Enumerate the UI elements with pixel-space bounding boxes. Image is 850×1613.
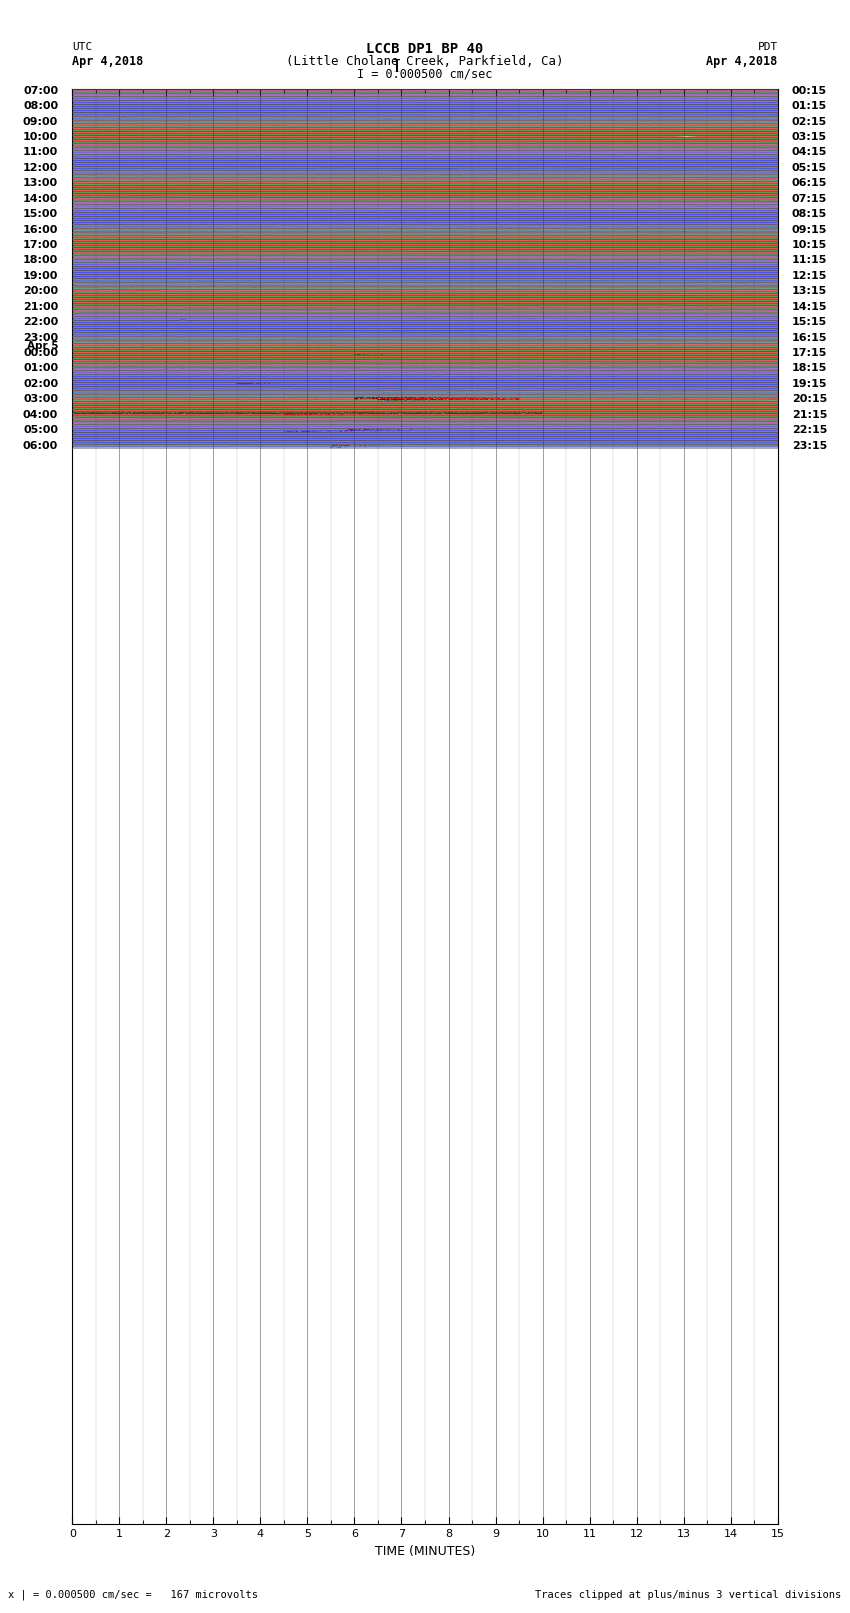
Text: 09:00: 09:00 [23, 116, 58, 126]
Text: Apr 4,2018: Apr 4,2018 [72, 55, 144, 68]
Text: 14:00: 14:00 [23, 194, 58, 203]
Text: Traces clipped at plus/minus 3 vertical divisions: Traces clipped at plus/minus 3 vertical … [536, 1590, 842, 1600]
Text: 18:15: 18:15 [792, 363, 827, 374]
Text: (Little Cholane Creek, Parkfield, Ca): (Little Cholane Creek, Parkfield, Ca) [286, 55, 564, 68]
Text: 00:15: 00:15 [792, 85, 827, 95]
Text: 09:15: 09:15 [792, 224, 827, 234]
Text: 06:00: 06:00 [23, 440, 58, 450]
Text: 08:15: 08:15 [792, 210, 827, 219]
Text: 00:00: 00:00 [23, 348, 58, 358]
Text: 13:15: 13:15 [792, 287, 827, 297]
Text: I = 0.000500 cm/sec: I = 0.000500 cm/sec [357, 68, 493, 81]
Text: 21:15: 21:15 [792, 410, 827, 419]
Text: 12:00: 12:00 [23, 163, 58, 173]
Text: Apr 5: Apr 5 [26, 340, 58, 352]
Text: 01:15: 01:15 [792, 102, 827, 111]
Text: 15:00: 15:00 [23, 210, 58, 219]
Text: 23:00: 23:00 [23, 332, 58, 342]
Text: 17:15: 17:15 [792, 348, 827, 358]
Text: 20:00: 20:00 [23, 287, 58, 297]
Text: 16:15: 16:15 [792, 332, 827, 342]
Text: 22:15: 22:15 [792, 426, 827, 436]
Text: 05:00: 05:00 [23, 426, 58, 436]
Text: 17:00: 17:00 [23, 240, 58, 250]
Text: 01:00: 01:00 [23, 363, 58, 374]
Text: PDT: PDT [757, 42, 778, 52]
Text: 14:15: 14:15 [792, 302, 827, 311]
Text: LCCB DP1 BP 40: LCCB DP1 BP 40 [366, 42, 484, 56]
Text: 21:00: 21:00 [23, 302, 58, 311]
Text: 23:15: 23:15 [792, 440, 827, 450]
Text: 08:00: 08:00 [23, 102, 58, 111]
Text: UTC: UTC [72, 42, 93, 52]
Text: 22:00: 22:00 [23, 318, 58, 327]
Text: 11:15: 11:15 [792, 255, 827, 266]
Text: Apr 4,2018: Apr 4,2018 [706, 55, 778, 68]
Text: 10:00: 10:00 [23, 132, 58, 142]
Text: 02:00: 02:00 [23, 379, 58, 389]
Text: 07:15: 07:15 [792, 194, 827, 203]
Text: 20:15: 20:15 [792, 394, 827, 405]
Text: 04:00: 04:00 [23, 410, 58, 419]
Text: 13:00: 13:00 [23, 179, 58, 189]
Text: 07:00: 07:00 [23, 85, 58, 95]
Text: 15:15: 15:15 [792, 318, 827, 327]
Text: 03:00: 03:00 [23, 394, 58, 405]
Text: 02:15: 02:15 [792, 116, 827, 126]
X-axis label: TIME (MINUTES): TIME (MINUTES) [375, 1545, 475, 1558]
Text: 10:15: 10:15 [792, 240, 827, 250]
Text: 04:15: 04:15 [792, 147, 827, 158]
Text: 05:15: 05:15 [792, 163, 827, 173]
Text: 19:00: 19:00 [23, 271, 58, 281]
Text: 16:00: 16:00 [23, 224, 58, 234]
Text: 12:15: 12:15 [792, 271, 827, 281]
Text: 18:00: 18:00 [23, 255, 58, 266]
Text: 06:15: 06:15 [792, 179, 827, 189]
Text: 11:00: 11:00 [23, 147, 58, 158]
Text: 19:15: 19:15 [792, 379, 827, 389]
Text: 03:15: 03:15 [792, 132, 827, 142]
Text: x | = 0.000500 cm/sec =   167 microvolts: x | = 0.000500 cm/sec = 167 microvolts [8, 1589, 258, 1600]
